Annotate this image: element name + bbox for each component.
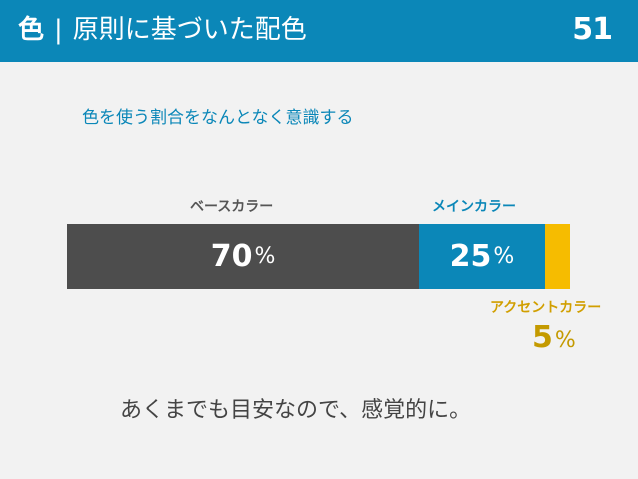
title-separator: |	[54, 15, 63, 45]
slide-title: 色 | 原則に基づいた配色	[18, 10, 307, 50]
subtitle: 色を使う割合をなんとなく意識する	[82, 108, 354, 128]
footer-note: あくまでも目安なので、感覚的に。	[120, 398, 472, 423]
bar-segment-main: 25%	[419, 224, 545, 289]
bar-segment-accent	[544, 224, 570, 289]
title-text: 原則に基づいた配色	[72, 15, 307, 45]
title-keyword: 色	[18, 15, 45, 45]
page-number: 51	[572, 12, 613, 47]
base-percent-sign: %	[254, 244, 276, 269]
accent-color-label: アクセントカラー	[490, 300, 602, 316]
main-percent-value: 25	[449, 239, 492, 274]
stacked-ratio-bar: 70% 25%	[67, 224, 570, 289]
main-percent-sign: %	[493, 244, 515, 269]
accent-percent-value: 5	[532, 320, 553, 355]
slide-header: 色 | 原則に基づいた配色 51	[0, 0, 638, 62]
base-color-label: ベースカラー	[190, 199, 274, 215]
accent-percent: 5%	[532, 320, 576, 355]
base-percent-value: 70	[210, 239, 253, 274]
accent-percent-sign: %	[554, 328, 576, 353]
main-color-label: メインカラー	[432, 199, 516, 215]
bar-segment-base: 70%	[67, 224, 420, 289]
